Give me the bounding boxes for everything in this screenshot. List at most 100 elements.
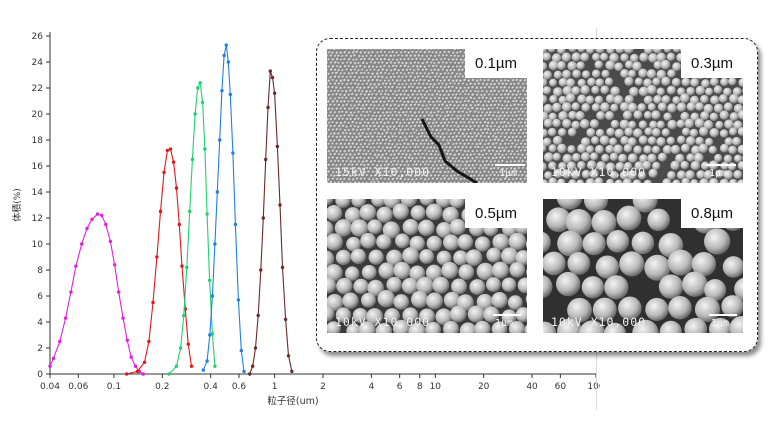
- series-1-point: [108, 239, 113, 244]
- y-tick-label: 10: [32, 240, 44, 250]
- x-tick-label: 0.06: [68, 382, 88, 392]
- series-5-point: [286, 354, 291, 358]
- series-3-point: [203, 147, 207, 151]
- series-3-point: [195, 86, 200, 90]
- series-2-point: [186, 342, 190, 346]
- series-4-point: [226, 60, 231, 64]
- series-4-point: [217, 138, 222, 142]
- x-tick-label: 100: [587, 382, 600, 392]
- series-3-point: [182, 313, 186, 318]
- series-4-point: [233, 222, 238, 227]
- series-2-point: [174, 186, 179, 190]
- x-tick-label: 40: [526, 382, 538, 392]
- chart-series: [48, 43, 294, 376]
- scale-bar: [706, 164, 736, 166]
- series-2-point: [142, 360, 147, 364]
- series-1-point: [121, 316, 125, 320]
- series-4-point: [224, 43, 228, 47]
- sem-caption: 10kV X10,000: [335, 315, 431, 329]
- series-4-point: [213, 242, 217, 246]
- y-tick-label: 24: [32, 58, 44, 68]
- y-tick-label: 0: [37, 370, 43, 380]
- scale-bar: [493, 314, 521, 316]
- series-1-point: [80, 242, 84, 246]
- sem-image-0-5um: 0.5µm 10kV X10,000 1µm: [327, 199, 527, 333]
- y-tick-label: 16: [32, 162, 44, 172]
- series-2-point: [135, 369, 140, 374]
- series-line-5: [249, 70, 293, 375]
- series-2-point: [171, 160, 176, 164]
- series-5-point: [270, 75, 275, 80]
- series-1-point: [69, 290, 73, 294]
- series-3-point: [178, 346, 183, 350]
- series-4-point: [220, 88, 224, 93]
- series-4-point: [205, 359, 209, 363]
- sem-image-panel: 0.1µm 15kV X10,000 1µm 0.3µm 10kV X10,00…: [316, 38, 758, 352]
- scale-bar: [709, 314, 737, 316]
- x-tick-label: 0.1: [107, 382, 121, 392]
- series-5-point: [250, 364, 255, 368]
- series-5-point: [280, 265, 285, 270]
- x-tick-label: 6: [397, 382, 403, 392]
- series-3-point: [200, 100, 205, 105]
- series-1-point: [116, 290, 121, 294]
- series-2-point: [151, 300, 155, 305]
- x-tick-label: 0.4: [204, 382, 219, 392]
- sem-caption: 10kV X10,000: [551, 165, 647, 179]
- sem-image-0-3um: 0.3µm 10kV X10,000 1µm: [543, 49, 743, 183]
- y-tick-label: 8: [37, 266, 43, 276]
- series-2-point: [162, 170, 166, 175]
- x-axis-title: 粒子径(um): [267, 395, 318, 407]
- x-tick-label: 0.2: [155, 382, 169, 392]
- y-tick-label: 18: [32, 136, 44, 146]
- y-tick-label: 22: [32, 84, 43, 94]
- x-tick-label: 4: [369, 382, 375, 392]
- x-tick-label: 8: [417, 382, 423, 392]
- y-tick-label: 6: [37, 292, 43, 302]
- series-1-point: [125, 338, 129, 342]
- series-4-point: [201, 368, 206, 372]
- sem-caption: 10kV X10,000: [551, 315, 647, 329]
- series-2-point: [155, 255, 159, 259]
- series-4-point: [239, 348, 243, 353]
- series-5-point: [275, 144, 280, 149]
- series-5-point: [248, 372, 252, 376]
- sem-size-label: 0.1µm: [465, 49, 527, 78]
- series-4-point: [236, 298, 241, 302]
- y-tick-label: 20: [32, 110, 44, 120]
- series-5-point: [290, 369, 294, 374]
- series-1-point: [141, 372, 145, 376]
- series-1-point: [112, 263, 117, 267]
- series-1-point: [63, 316, 68, 320]
- series-5-point: [253, 346, 258, 350]
- x-tick-label: 0.04: [40, 382, 60, 392]
- series-1-point: [58, 339, 62, 344]
- series-1-point: [51, 356, 56, 361]
- series-4-point: [222, 53, 226, 58]
- series-2-point: [168, 147, 173, 151]
- series-1-point: [129, 355, 133, 359]
- x-tick-label: 10: [430, 382, 442, 392]
- series-5-point: [261, 216, 265, 220]
- series-4-point: [242, 369, 246, 374]
- series-2-point: [177, 222, 181, 227]
- x-tick-label: 1: [272, 382, 278, 392]
- series-5-point: [256, 313, 260, 318]
- series-3-point: [193, 112, 197, 116]
- x-tick-label: 60: [555, 382, 567, 392]
- series-5-point: [272, 91, 277, 95]
- y-tick-label: 4: [37, 318, 43, 328]
- series-2-point: [165, 148, 170, 153]
- x-tick-label: 0.6: [232, 382, 247, 392]
- series-2-point: [147, 339, 151, 344]
- sem-image-0-8um: 0.8µm 10kV X10,000 1µm: [543, 199, 743, 333]
- series-4-point: [210, 294, 215, 298]
- y-tick-label: 2: [37, 344, 43, 354]
- series-line-1: [49, 213, 144, 375]
- y-tick-label: 12: [32, 214, 43, 224]
- series-3-point: [190, 157, 195, 162]
- series-2-point: [124, 372, 129, 376]
- series-4-point: [231, 151, 235, 155]
- sem-size-label: 0.3µm: [681, 49, 743, 78]
